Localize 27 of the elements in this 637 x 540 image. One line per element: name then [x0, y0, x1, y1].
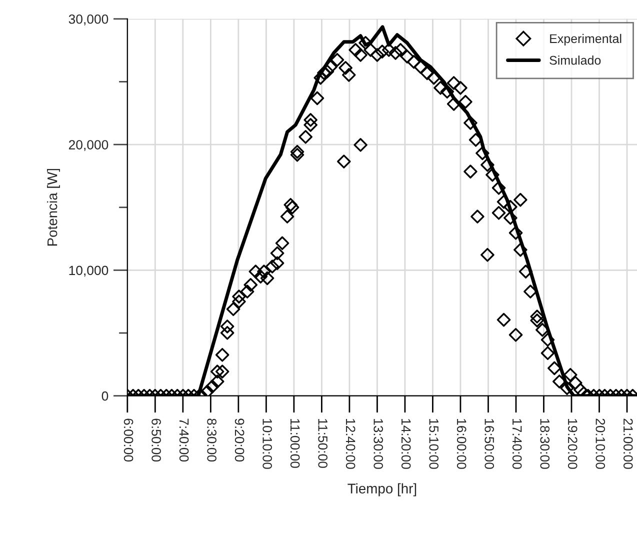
x-tick-label: 7:40:00	[179, 418, 189, 462]
x-axis-title: Tiempo [hr]	[348, 483, 416, 496]
x-tick-label: 11:00:00	[290, 419, 300, 468]
x-tick-label: 9:20:00	[234, 418, 244, 462]
x-tick-label: 14:20:00	[401, 419, 411, 469]
x-tick-label: 11:50:00	[318, 419, 328, 468]
x-tick-label: 10:10:00	[262, 419, 272, 469]
y-axis-title: Potencia [W]	[47, 168, 60, 246]
y-tick-label: 10,000	[69, 266, 108, 277]
x-tick-label: 18:30:00	[540, 419, 550, 469]
x-tick-label: 6:00:00	[124, 418, 134, 462]
legend-label: Experimental	[550, 34, 622, 46]
x-tick-label: 20:10:00	[596, 418, 606, 469]
y-tick-label: 0	[102, 391, 108, 401]
x-tick-label: 16:50:00	[484, 419, 494, 469]
x-tick-label: 19:20:00	[568, 419, 578, 469]
x-tick-label: 8:30:00	[207, 418, 216, 462]
y-tick-label: 30,000	[68, 14, 108, 26]
legend-label: Simulado	[550, 56, 601, 65]
x-tick-label: 17:40:00	[512, 419, 522, 469]
x-tick-label: 13:30:00	[374, 419, 384, 469]
x-tick-label: 12:40:00	[346, 419, 356, 469]
x-tick-label: 6:50:00	[152, 418, 161, 462]
x-tick-label: 16:00:00	[456, 419, 466, 469]
x-tick-label: 21:00:00	[623, 418, 633, 469]
y-tick-label: 20,000	[68, 140, 108, 152]
x-tick-label: 15:10:00	[429, 419, 439, 469]
